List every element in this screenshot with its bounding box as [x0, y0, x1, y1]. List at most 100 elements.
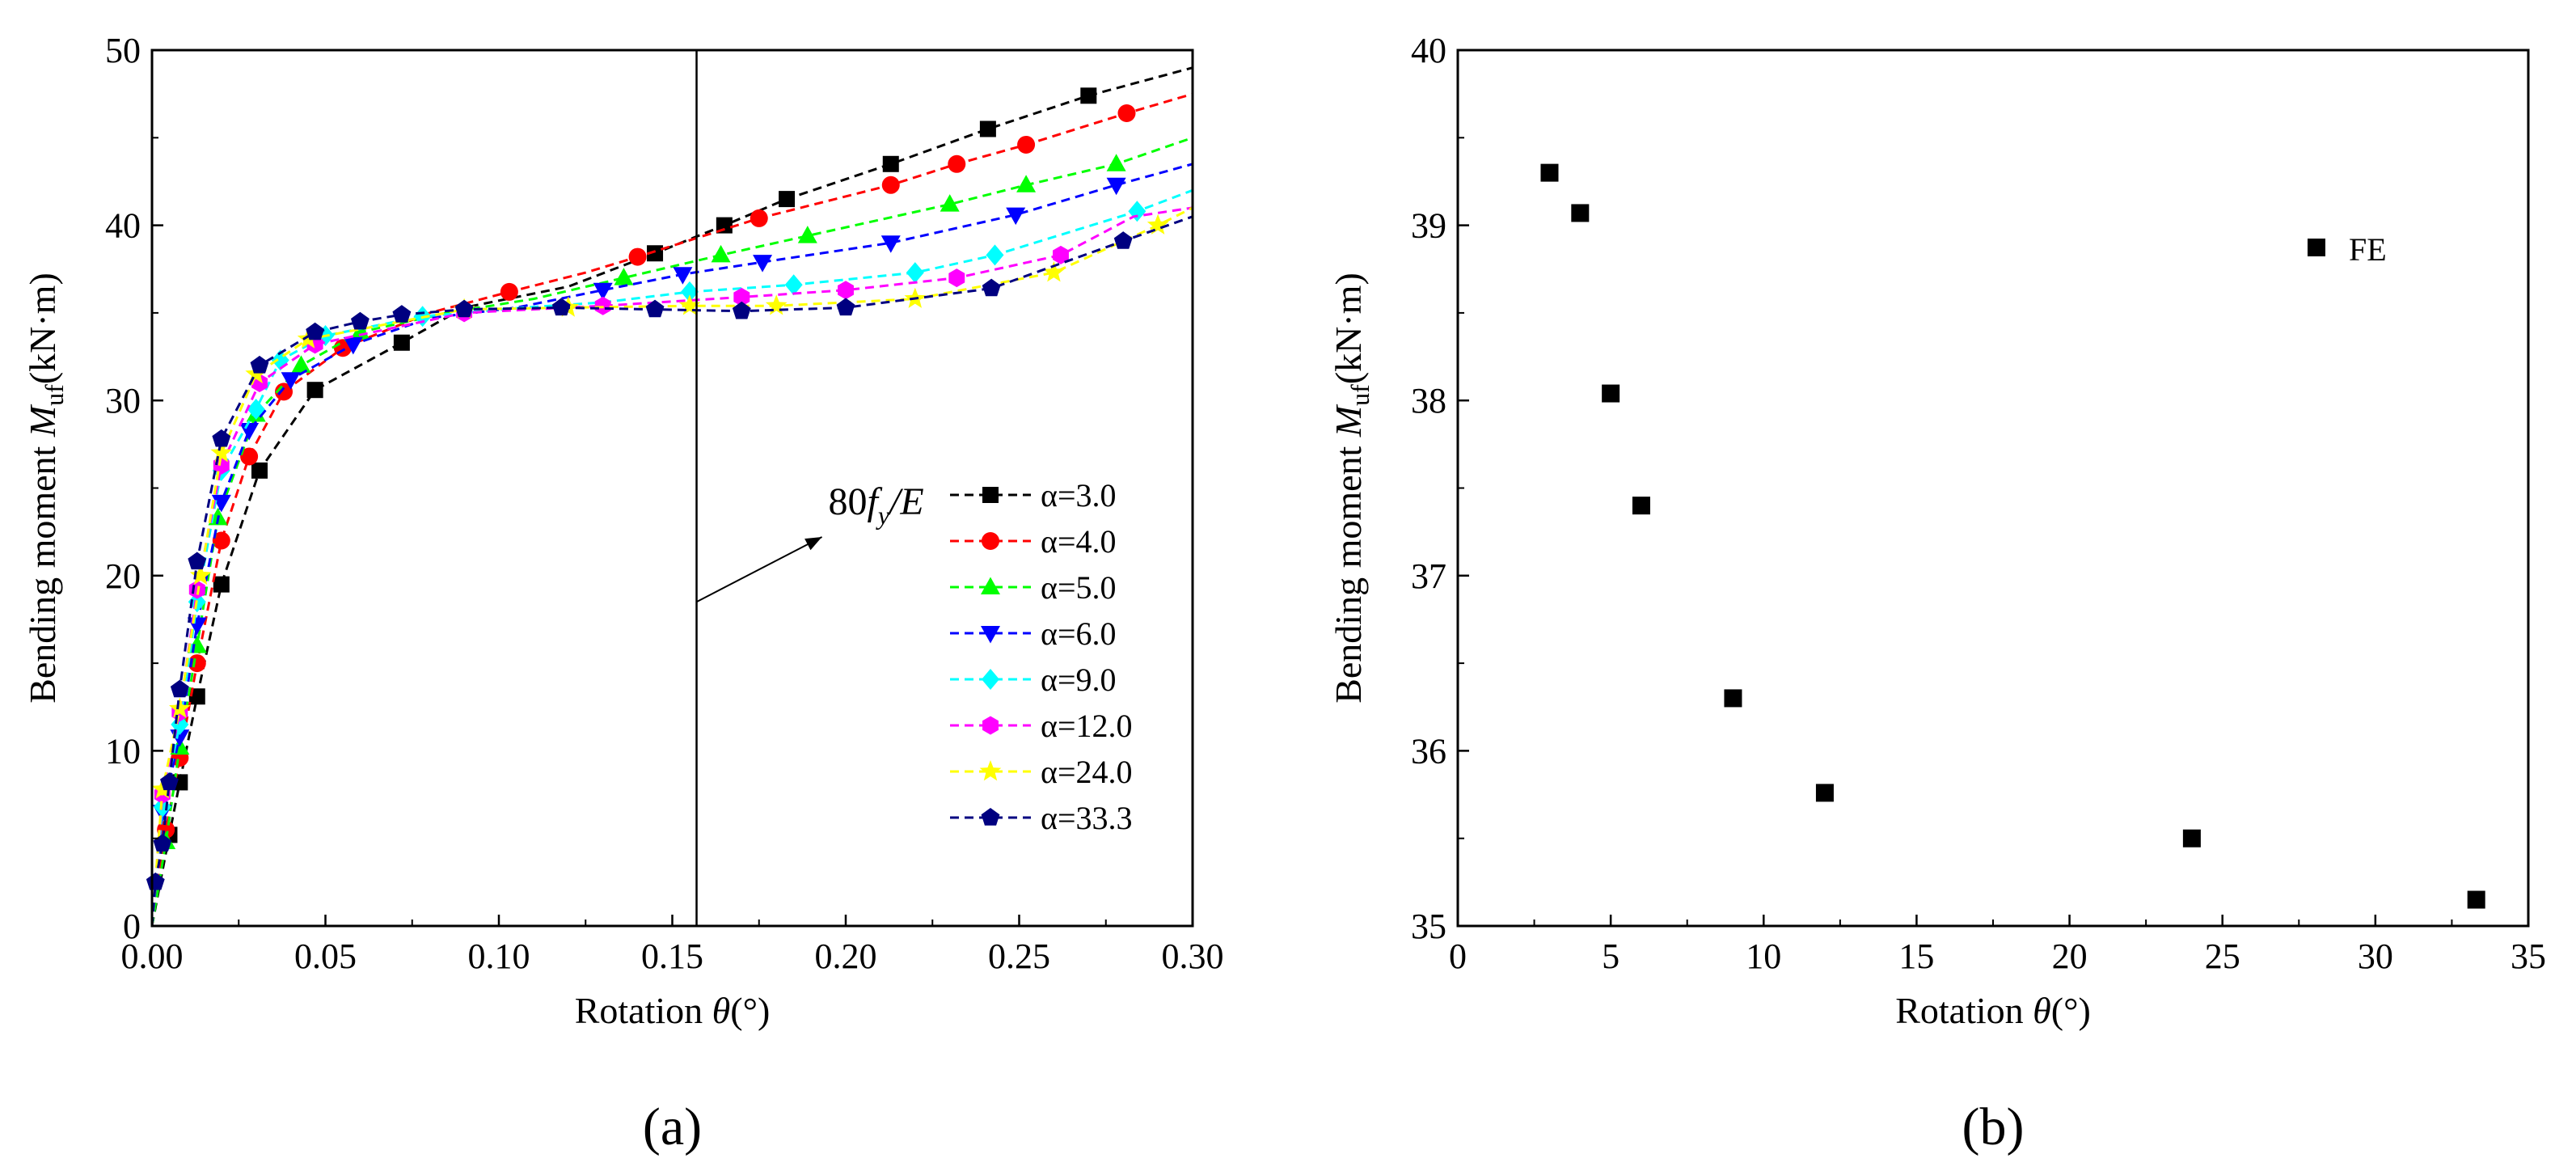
series-6-marker	[188, 580, 205, 599]
series-1-line	[150, 66, 1193, 927]
x-tick-label: 25	[2205, 936, 2240, 976]
legend-marker	[979, 760, 1002, 781]
y-tick-label: 20	[105, 556, 141, 596]
panel-b-axis-ticks: 0 5 10 15 20 25 30 35 35 36 37 38 39 40	[1411, 31, 2546, 976]
series-1-marker	[1571, 204, 1590, 222]
series-1-marker	[1080, 87, 1097, 104]
series-2-marker	[500, 282, 518, 301]
series-4-marker	[1106, 177, 1126, 196]
series-6-marker	[733, 287, 750, 306]
series-4-marker	[1006, 207, 1026, 226]
series-7-marker	[678, 294, 701, 315]
series-4-marker	[753, 255, 773, 273]
legend-marker	[981, 577, 1000, 594]
series-1-marker	[1724, 689, 1742, 708]
series-3-line	[150, 136, 1193, 927]
x-label-text: Rotation	[1895, 990, 2033, 1031]
series-8-marker	[454, 299, 474, 318]
series-1-marker	[882, 155, 899, 172]
y-label-units: (kN·m)	[1328, 273, 1369, 384]
panel-a-axis-ticks: 0.00 0.05 0.10 0.15 0.20 0.25 0.30 0 10 20 30 40 50	[105, 31, 1224, 976]
x-tick-label: 20	[2052, 936, 2088, 976]
series-1-marker	[2467, 890, 2485, 909]
series-3-marker	[1016, 175, 1037, 192]
panel-b-chart: 0 5 10 15 20 25 30 35 35 36 37 38 39 40 FE Bending mo…	[1328, 31, 2546, 1156]
series-7-marker	[1147, 213, 1169, 235]
series-5-marker	[680, 281, 699, 302]
y-tick-label: 30	[105, 381, 141, 421]
series-8-marker	[982, 278, 1001, 297]
series-8-marker	[250, 355, 269, 374]
y-tick-label: 39	[1411, 206, 1446, 246]
x-tick-label: 30	[2358, 936, 2393, 976]
series-4-marker	[880, 235, 901, 253]
panel-b-x-axis-label: Rotation θ(°)	[1895, 990, 2091, 1031]
series-8-marker	[350, 311, 370, 330]
y-tick-label: 38	[1411, 381, 1446, 421]
series-3-marker	[711, 244, 731, 263]
y-tick-label: 35	[1411, 907, 1446, 946]
series-2-marker	[240, 447, 259, 466]
legend-marker	[981, 626, 1000, 644]
series-3-marker	[614, 268, 634, 285]
series-5-line	[150, 188, 1193, 927]
x-tick-label: 35	[2511, 936, 2546, 976]
series-3-marker	[1106, 154, 1126, 171]
legend-label: α=4.0	[1041, 523, 1117, 560]
x-tick-label: 0.20	[815, 936, 877, 976]
y-tick-label: 36	[1411, 731, 1446, 771]
y-tick-label: 50	[105, 31, 141, 70]
x-tick-label: 0.05	[294, 936, 357, 976]
x-tick-label: 0.15	[641, 936, 703, 976]
x-label-symbol: θ	[2033, 990, 2051, 1031]
series-8-marker	[170, 679, 189, 698]
series-5-marker	[986, 244, 1004, 266]
y-tick-label: 10	[105, 731, 141, 771]
series-1-marker	[1632, 497, 1650, 515]
series-1-marker	[779, 191, 796, 208]
annotation-label: 80fy/E	[829, 480, 924, 530]
series-7-marker	[765, 294, 788, 315]
series-3-marker	[940, 194, 960, 212]
series-8-marker	[160, 772, 179, 791]
series-7-marker	[297, 328, 319, 349]
series-7-marker	[151, 778, 174, 799]
annotation-tail: /E	[887, 480, 924, 523]
series-8-marker	[645, 299, 665, 318]
legend-marker	[982, 487, 999, 503]
series-2-line	[150, 92, 1193, 927]
panel-b-plot-frame	[1456, 49, 2530, 928]
series-6-marker	[1053, 245, 1069, 264]
series-4-marker	[593, 282, 613, 301]
series-8-marker	[306, 322, 325, 340]
panel-b-data-layer	[1540, 163, 2485, 909]
series-8-marker	[392, 305, 412, 323]
series-4-marker	[343, 336, 363, 355]
series-2-marker	[881, 175, 900, 194]
series-1-marker	[393, 334, 410, 351]
series-6-marker	[838, 281, 854, 300]
annotation-arrow	[696, 536, 823, 603]
x-tick-label: 0.25	[988, 936, 1050, 976]
series-1-marker	[188, 688, 205, 705]
panel-b-label: (b)	[1962, 1097, 2025, 1156]
panel-a-data-layer	[146, 66, 1193, 927]
series-8-line	[150, 215, 1193, 927]
x-tick-label: 0.00	[121, 936, 184, 976]
series-3-marker	[291, 355, 311, 373]
x-label-units: (°)	[730, 990, 770, 1031]
x-tick-label: 5	[1602, 936, 1620, 976]
series-2-marker	[750, 209, 768, 227]
series-4-marker	[239, 423, 260, 441]
x-tick-label: 0.10	[468, 936, 530, 976]
series-4-marker	[673, 267, 693, 285]
series-5-marker	[247, 399, 265, 421]
legend-marker	[982, 716, 999, 735]
panel-a-y-axis-label: Bending moment Muf(kN·m)	[22, 273, 69, 704]
panel-b-legend: FE	[2308, 231, 2387, 268]
legend-label: α=24.0	[1041, 754, 1133, 790]
series-1-marker	[1602, 384, 1620, 403]
series-5-marker	[906, 262, 924, 284]
series-7-line	[150, 206, 1193, 927]
